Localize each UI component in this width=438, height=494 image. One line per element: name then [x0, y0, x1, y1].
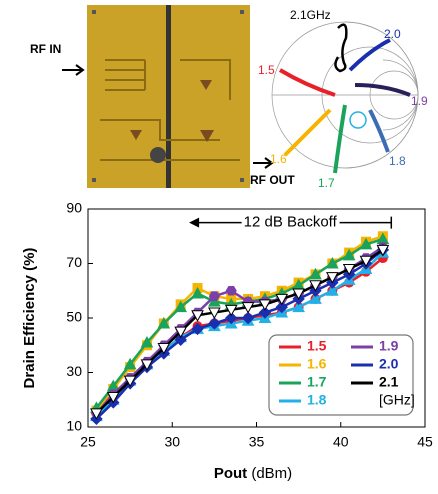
- y-axis-title: Drain Efficiency (%): [21, 248, 38, 389]
- x-tick-label: 40: [333, 434, 349, 450]
- legend-label: 1.6: [307, 356, 327, 372]
- photo-label: RF IN: [30, 42, 61, 56]
- smith-chart: [271, 21, 419, 169]
- point: [140, 335, 154, 348]
- smith-label: 2.1GHz: [290, 8, 331, 22]
- point: [309, 267, 322, 280]
- point: [157, 342, 171, 355]
- point: [359, 237, 373, 250]
- point: [123, 375, 137, 388]
- point: [174, 333, 187, 347]
- smith-traces: [278, 23, 411, 174]
- legend-label: 1.7: [307, 374, 327, 390]
- x-tick-label: 45: [417, 434, 433, 450]
- point: [90, 408, 103, 420]
- arrow: [62, 64, 85, 76]
- point: [208, 295, 221, 307]
- annotation-bg: [241, 213, 340, 231]
- point: [208, 307, 221, 320]
- point: [309, 292, 322, 304]
- smith-label: 1.6: [270, 152, 287, 166]
- photo-label: RF OUT: [250, 173, 295, 187]
- y-tick-label: 30: [66, 363, 82, 379]
- smith-label: 1.7: [318, 176, 335, 190]
- annotation-arrowhead: [189, 217, 200, 228]
- x-tick-label: 25: [80, 434, 96, 450]
- point: [191, 322, 204, 336]
- point: [292, 300, 305, 313]
- point: [174, 300, 188, 313]
- point: [208, 291, 220, 301]
- point: [225, 285, 237, 296]
- point: [275, 300, 288, 314]
- annotation-text: 12 dB Backoff: [244, 214, 338, 231]
- smith-label: 2.0: [384, 27, 401, 41]
- y-tick-label: 90: [66, 200, 82, 216]
- legend-label: 2.1: [379, 374, 399, 390]
- point: [258, 299, 272, 311]
- point: [191, 286, 204, 299]
- y-tick-label: 50: [66, 309, 82, 325]
- legend-unit: [GHz]: [379, 392, 415, 408]
- point: [342, 263, 356, 276]
- y-tick-label: 10: [66, 418, 82, 434]
- legend-label: 1.8: [307, 392, 327, 408]
- point: [224, 304, 238, 317]
- x-axis-unit: (dBm): [251, 465, 292, 482]
- smith-label: 1.9: [411, 94, 428, 108]
- smith-label: 1.5: [258, 63, 275, 77]
- legend-label: 1.9: [379, 338, 399, 354]
- x-tick-label: 35: [249, 434, 265, 450]
- point: [325, 284, 339, 296]
- x-axis-label: Pout: [214, 465, 247, 482]
- point: [292, 288, 305, 301]
- point: [359, 255, 373, 268]
- board-photo: [87, 5, 250, 188]
- legend-label: 1.5: [307, 338, 327, 354]
- point: [258, 306, 272, 319]
- point: [376, 244, 390, 257]
- point: [157, 316, 171, 329]
- point: [241, 302, 255, 314]
- arrow: [253, 157, 274, 169]
- point: [309, 280, 322, 292]
- point: [225, 311, 238, 325]
- point: [241, 311, 255, 325]
- point: [342, 248, 356, 261]
- x-axis-title: Pout (dBm): [214, 465, 292, 482]
- x-tick-label: 30: [164, 434, 180, 450]
- point: [325, 256, 339, 269]
- smith-label: 1.8: [389, 154, 406, 168]
- point: [123, 357, 137, 370]
- point: [275, 293, 289, 306]
- point: [208, 317, 221, 330]
- legend-box: [268, 334, 414, 416]
- point: [325, 272, 339, 284]
- point: [174, 326, 188, 339]
- point: [191, 310, 204, 322]
- legend-label: 2.0: [379, 356, 399, 372]
- y-tick-label: 70: [66, 254, 82, 270]
- point: [106, 392, 120, 404]
- point: [140, 359, 154, 371]
